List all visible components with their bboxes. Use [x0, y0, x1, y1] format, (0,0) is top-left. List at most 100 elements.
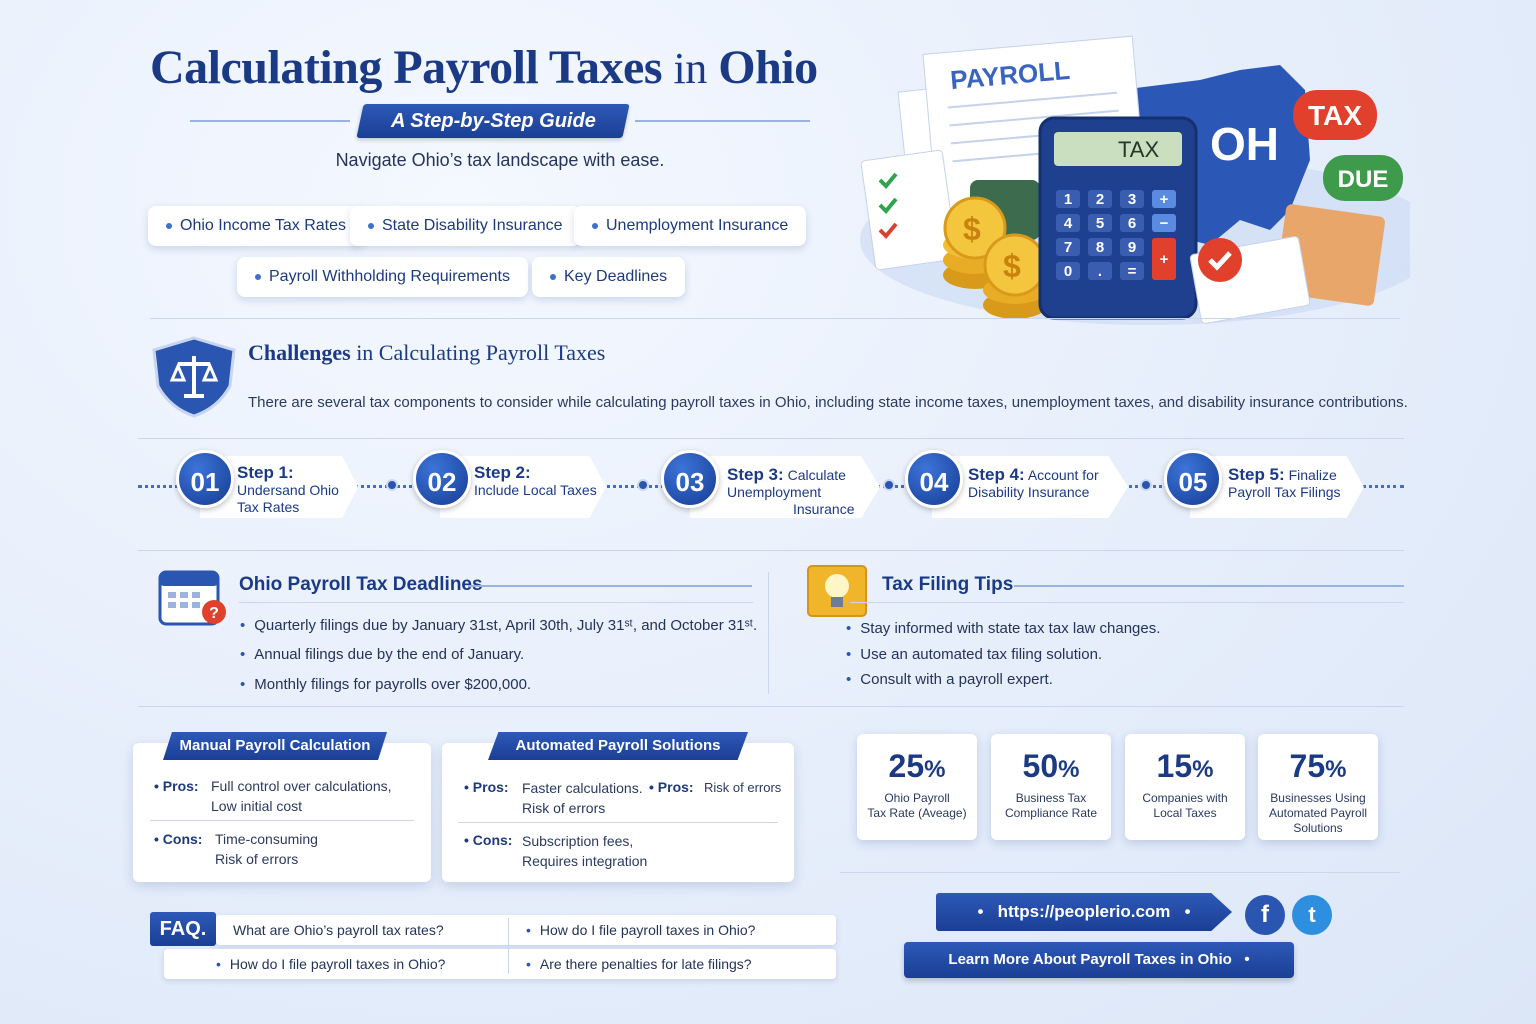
- step-4-number: 04: [905, 450, 963, 508]
- svg-text:8: 8: [1096, 239, 1104, 256]
- manual-pros: Full control over calculations, Low initi…: [211, 778, 392, 814]
- faq-divider: [508, 918, 509, 974]
- tax-bubble-icon: TAX: [1293, 90, 1377, 140]
- svg-text:=: =: [1128, 263, 1137, 280]
- divider: [150, 820, 414, 821]
- automated-cons-label: • Cons:: [464, 832, 513, 848]
- faq-question[interactable]: How do I file payroll taxes in Ohio?: [526, 922, 756, 938]
- automated-pros: Faster calculations. Risk of errors: [522, 780, 643, 816]
- stat-card: 75% Businesses Using Automated Payroll Sol…: [1258, 734, 1378, 840]
- step-1-text: Step 1: Undersand Ohio Tax Rates: [237, 463, 339, 515]
- calendar-icon: ?: [158, 570, 226, 626]
- deadline-item: Quarterly filings due by January 31st, A…: [240, 617, 757, 634]
- topic-pill-income-tax[interactable]: Ohio Income Tax Rates: [148, 206, 365, 246]
- automated-title: Automated Payroll Solutions: [488, 732, 748, 760]
- faq-question[interactable]: How do I file payroll taxes in Ohio?: [216, 956, 446, 972]
- website-link[interactable]: • https://peoplerio.com •: [936, 893, 1232, 931]
- manual-title: Manual Payroll Calculation: [163, 732, 387, 760]
- divider: [138, 706, 1404, 707]
- title-rule: [1014, 585, 1404, 587]
- step-5-number: 05: [1164, 450, 1222, 508]
- stat-card: 25% Ohio Payroll Tax Rate (Aveage): [857, 734, 977, 840]
- svg-text:+: +: [1160, 251, 1169, 268]
- divider: [850, 602, 1404, 603]
- divider: [458, 822, 778, 823]
- svg-text:+: +: [1160, 191, 1169, 208]
- step-node: [386, 479, 398, 491]
- step-node: [637, 479, 649, 491]
- step-3-text: Step 3: Calculate Unemployment Insurance: [727, 465, 855, 517]
- svg-text:.: .: [1098, 263, 1102, 280]
- deadlines-title: Ohio Payroll Tax Deadlines: [239, 574, 483, 595]
- automated-card: [442, 743, 794, 882]
- faq-question[interactable]: Are there penalties for late filings?: [526, 956, 752, 972]
- manual-pros-label: • Pros:: [154, 778, 199, 794]
- bullet-icon: [592, 222, 598, 229]
- tip-item: Consult with a payroll expert.: [846, 671, 1053, 688]
- faq-question[interactable]: What are Ohio’s payroll tax rates?: [233, 922, 444, 938]
- tip-item: Use an automated tax filing solution.: [846, 646, 1102, 663]
- svg-text:−: −: [1160, 215, 1169, 232]
- topic-pill-unemployment[interactable]: Unemployment Insurance: [574, 206, 806, 246]
- step-node: [1140, 479, 1152, 491]
- bullet-icon: [255, 273, 261, 280]
- svg-text:$: $: [1003, 248, 1021, 284]
- divider: [150, 318, 1400, 319]
- step-4-text: Step 4: Account for Disability Insurance: [968, 465, 1099, 500]
- automated-pros2: Risk of errors: [704, 780, 782, 795]
- coin-stack-icon: $ $: [943, 196, 1047, 319]
- svg-text:3: 3: [1128, 191, 1136, 208]
- step-3-card[interactable]: [690, 456, 880, 518]
- calculator-screen: TAX: [1118, 137, 1159, 162]
- svg-text:0: 0: [1064, 263, 1072, 280]
- automated-pros-label: • Pros:: [464, 779, 509, 795]
- step-3-number: 03: [661, 450, 719, 508]
- stat-card: 15% Companies with Local Taxes: [1125, 734, 1245, 840]
- topic-pill-deadlines[interactable]: Key Deadlines: [532, 257, 686, 297]
- manual-cons: Time-consuming Risk of errors: [215, 831, 318, 867]
- checklist-icon: [860, 149, 958, 271]
- faq-badge: FAQ.: [150, 912, 216, 946]
- topic-pill-withholding[interactable]: Payroll Withholding Requirements: [237, 257, 528, 297]
- step-2-number: 02: [413, 450, 471, 508]
- topic-pill-disability[interactable]: State Disability Insurance: [350, 206, 581, 246]
- subtitle-text: A Step-by-Step Guide: [390, 110, 596, 132]
- divider: [840, 872, 1400, 873]
- svg-text:2: 2: [1096, 191, 1104, 208]
- svg-text:DUE: DUE: [1338, 166, 1389, 193]
- manual-cons-label: • Cons:: [154, 831, 203, 847]
- svg-text:6: 6: [1128, 215, 1136, 232]
- bullet-icon: [368, 222, 374, 229]
- facebook-icon[interactable]: f: [1245, 895, 1285, 935]
- svg-text:?: ?: [209, 605, 219, 622]
- challenges-text: There are several tax components to cons…: [248, 394, 1408, 411]
- manual-card: [133, 743, 431, 882]
- tagline: Navigate Ohio’s tax landscape with ease.: [335, 150, 665, 170]
- twitter-icon[interactable]: t: [1292, 895, 1332, 935]
- step-2-text: Step 2: Include Local Taxes: [474, 463, 597, 498]
- step-5-text: Step 5: Finalize Payroll Tax Filings: [1228, 465, 1341, 500]
- tip-item: Stay informed with state tax tax law cha…: [846, 620, 1160, 637]
- hero-illustration: OH PAYROLL $ $ TAX 1 2 3 + 4 5: [860, 35, 1410, 325]
- subtitle-banner: A Step-by-Step Guide: [190, 104, 820, 138]
- divider: [138, 550, 1404, 551]
- bullet-icon: [166, 222, 172, 229]
- calculator-icon: TAX 1 2 3 + 4 5 6 − 7 8 9 + 0 . =: [1038, 116, 1198, 320]
- svg-text:TAX: TAX: [1308, 100, 1362, 131]
- svg-text:9: 9: [1128, 239, 1136, 256]
- title-rule: [468, 585, 752, 587]
- page-title: Calculating Payroll Taxes in Ohio: [150, 41, 818, 94]
- automated-pros2-label: • Pros:: [649, 779, 694, 795]
- due-bubble-icon: DUE: [1323, 155, 1403, 201]
- learn-more-button[interactable]: Learn More About Payroll Taxes in Ohio •: [904, 942, 1294, 978]
- step-node: [883, 479, 895, 491]
- tips-title: Tax Filing Tips: [882, 574, 1014, 595]
- deadline-item: Monthly filings for payrolls over $200,0…: [240, 676, 531, 693]
- svg-text:5: 5: [1096, 215, 1104, 232]
- svg-text:1: 1: [1064, 191, 1072, 208]
- state-label: OH: [1210, 118, 1279, 170]
- step-4-card[interactable]: [932, 456, 1128, 518]
- challenges-title: Challenges in Calculating Payroll Taxes: [248, 340, 606, 365]
- svg-text:4: 4: [1064, 215, 1073, 232]
- bullet-icon: [550, 273, 556, 280]
